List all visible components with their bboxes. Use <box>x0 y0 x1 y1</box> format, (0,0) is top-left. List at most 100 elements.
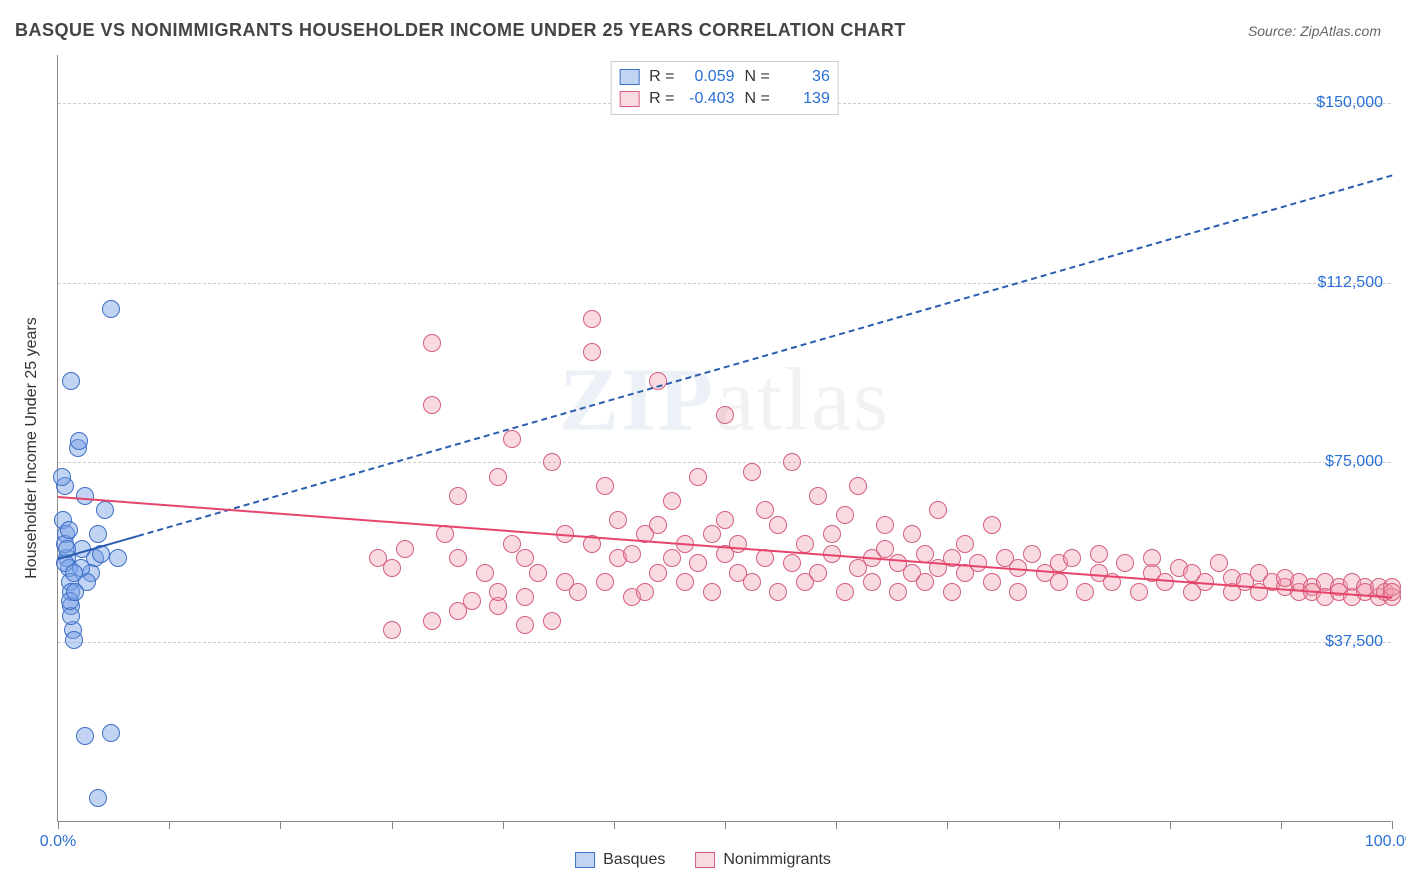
scatter-point <box>543 612 561 630</box>
scatter-point <box>383 621 401 639</box>
scatter-point <box>65 564 83 582</box>
scatter-point <box>109 549 127 567</box>
y-tick-label: $75,000 <box>1325 453 1383 471</box>
chart: Householder Income Under 25 years ZIPatl… <box>57 55 1391 822</box>
scatter-point <box>529 564 547 582</box>
x-tick <box>947 821 948 829</box>
scatter-point <box>516 549 534 567</box>
x-tick-label: 0.0% <box>40 833 76 851</box>
scatter-point <box>849 477 867 495</box>
scatter-point <box>689 468 707 486</box>
y-tick-label: $150,000 <box>1316 94 1383 112</box>
scatter-point <box>76 727 94 745</box>
scatter-point <box>543 453 561 471</box>
scatter-point <box>809 487 827 505</box>
scatter-point <box>863 573 881 591</box>
scatter-point <box>729 535 747 553</box>
scatter-point <box>1050 573 1068 591</box>
scatter-point <box>636 583 654 601</box>
scatter-point <box>1210 554 1228 572</box>
trend-line <box>138 175 1392 537</box>
x-tick <box>392 821 393 829</box>
scatter-point <box>569 583 587 601</box>
scatter-point <box>703 583 721 601</box>
header: BASQUE VS NONIMMIGRANTS HOUSEHOLDER INCO… <box>0 0 1406 51</box>
scatter-point <box>756 501 774 519</box>
scatter-point <box>583 343 601 361</box>
scatter-point <box>609 511 627 529</box>
scatter-point <box>1130 583 1148 601</box>
x-tick <box>503 821 504 829</box>
scatter-point <box>929 501 947 519</box>
scatter-point <box>983 573 1001 591</box>
scatter-point <box>716 511 734 529</box>
stat-legend-row: R =-0.403N =139 <box>619 88 830 110</box>
x-tick-label: 100.0% <box>1365 833 1406 851</box>
scatter-point <box>676 573 694 591</box>
scatter-point <box>516 616 534 634</box>
scatter-point <box>663 549 681 567</box>
scatter-point <box>1076 583 1094 601</box>
stat-legend-row: R =0.059N =36 <box>619 66 830 88</box>
scatter-point <box>716 406 734 424</box>
gridline-h <box>58 642 1391 643</box>
stat-n-value: 36 <box>780 68 830 86</box>
x-tick <box>280 821 281 829</box>
scatter-point <box>60 521 78 539</box>
scatter-point <box>783 554 801 572</box>
scatter-point <box>809 564 827 582</box>
scatter-point <box>503 535 521 553</box>
scatter-point <box>916 545 934 563</box>
plot-area: ZIPatlas R =0.059N =36R =-0.403N =139 $3… <box>57 55 1391 822</box>
scatter-point <box>96 501 114 519</box>
bottom-legend-label: Basques <box>603 851 665 869</box>
legend-swatch <box>575 852 595 868</box>
scatter-point <box>916 573 934 591</box>
scatter-point <box>596 477 614 495</box>
scatter-point <box>583 310 601 328</box>
scatter-point <box>743 573 761 591</box>
x-tick <box>725 821 726 829</box>
scatter-point <box>889 583 907 601</box>
scatter-point <box>449 549 467 567</box>
bottom-legend: Basques Nonimmigrants <box>575 851 831 869</box>
x-tick <box>614 821 615 829</box>
x-tick <box>1059 821 1060 829</box>
scatter-point <box>1116 554 1134 572</box>
scatter-point <box>769 516 787 534</box>
scatter-point <box>649 564 667 582</box>
scatter-point <box>102 724 120 742</box>
scatter-point <box>436 525 454 543</box>
scatter-point <box>596 573 614 591</box>
scatter-point <box>66 583 84 601</box>
scatter-point <box>836 506 854 524</box>
stat-n-value: 139 <box>780 90 830 108</box>
scatter-point <box>703 525 721 543</box>
x-tick <box>1170 821 1171 829</box>
scatter-point <box>956 535 974 553</box>
legend-swatch <box>619 69 639 85</box>
scatter-point <box>769 583 787 601</box>
scatter-point <box>983 516 1001 534</box>
x-tick <box>169 821 170 829</box>
scatter-point <box>1156 573 1174 591</box>
source-name: ZipAtlas.com <box>1300 23 1381 39</box>
scatter-point <box>489 583 507 601</box>
scatter-point <box>796 535 814 553</box>
stat-r-value: 0.059 <box>685 68 735 86</box>
chart-title: BASQUE VS NONIMMIGRANTS HOUSEHOLDER INCO… <box>15 20 906 41</box>
scatter-point <box>623 545 641 563</box>
scatter-point <box>1009 583 1027 601</box>
scatter-point <box>476 564 494 582</box>
scatter-point <box>783 453 801 471</box>
scatter-point <box>969 554 987 572</box>
x-tick <box>1281 821 1282 829</box>
bottom-legend-label: Nonimmigrants <box>723 851 831 869</box>
source-attribution: Source: ZipAtlas.com <box>1248 23 1381 39</box>
legend-swatch <box>619 91 639 107</box>
x-tick <box>58 821 59 829</box>
scatter-point <box>423 334 441 352</box>
scatter-point <box>689 554 707 572</box>
gridline-h <box>58 462 1391 463</box>
scatter-point <box>1063 549 1081 567</box>
